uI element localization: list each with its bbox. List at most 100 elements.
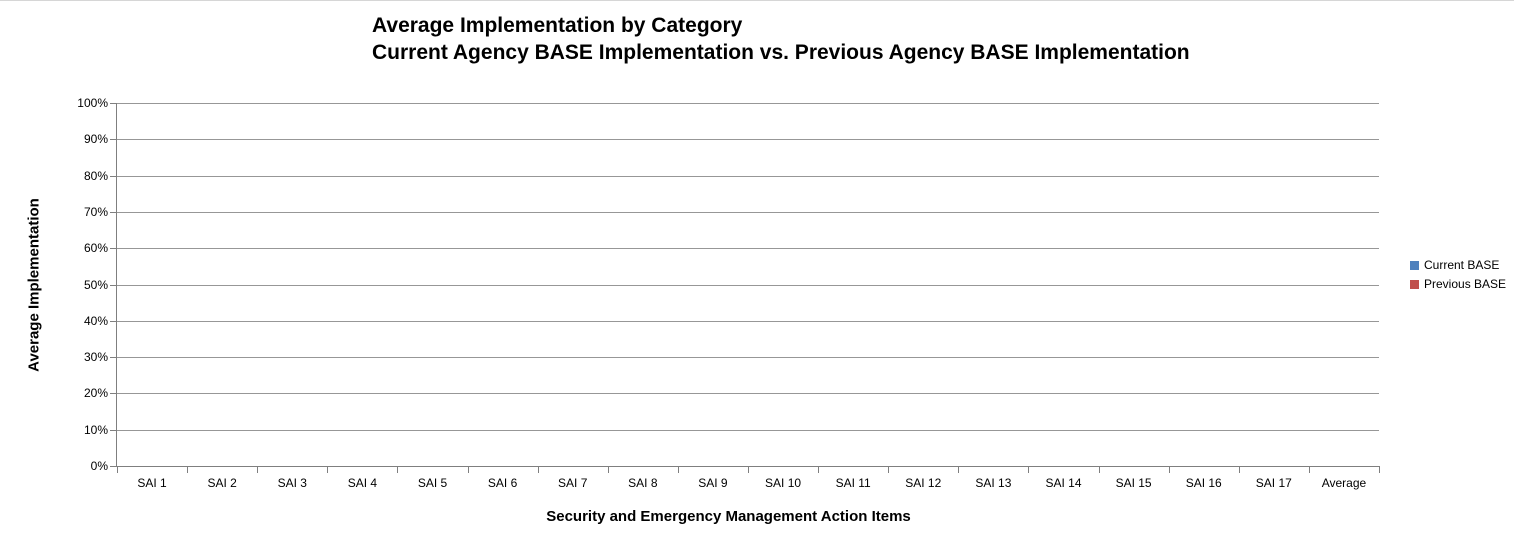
bar-slot xyxy=(608,103,678,466)
y-tick-label: 90% xyxy=(83,132,108,147)
x-category-label: SAI 17 xyxy=(1255,476,1292,490)
bar-slot xyxy=(678,103,748,466)
legend-item: Current BASE xyxy=(1410,258,1506,272)
x-axis-tick xyxy=(327,466,329,473)
bar-slot xyxy=(257,103,327,466)
chart-title-line1: Average Implementation by Category xyxy=(372,14,743,37)
chart-title: Average Implementation by Category Curre… xyxy=(372,12,1190,66)
bar-slot xyxy=(1239,103,1309,466)
x-axis-tick xyxy=(818,466,820,473)
x-category-label: SAI 2 xyxy=(207,476,237,490)
gridline xyxy=(117,284,1379,286)
x-axis-tick xyxy=(958,466,960,473)
y-axis-tick xyxy=(110,357,116,359)
y-tick-label: 0% xyxy=(90,459,108,473)
y-axis-tick xyxy=(110,211,116,213)
x-axis-tick xyxy=(187,466,189,473)
x-category-label: SAI 12 xyxy=(905,476,942,490)
gridline xyxy=(117,211,1379,213)
x-category-label: Average xyxy=(1321,476,1367,490)
x-axis-tick xyxy=(1028,466,1030,473)
x-axis-tick xyxy=(1168,466,1170,473)
gridline xyxy=(117,175,1379,177)
x-category-label: SAI 4 xyxy=(347,476,378,490)
y-tick-label: 100% xyxy=(77,96,108,110)
y-axis-title: Average Implementation xyxy=(25,198,43,372)
y-tick-label: 20% xyxy=(83,386,108,401)
y-tick-label: 30% xyxy=(83,350,108,365)
legend-label: Previous BASE xyxy=(1424,277,1507,291)
bar-slot xyxy=(818,103,888,466)
bar-slot xyxy=(397,103,467,466)
bar-slot xyxy=(958,103,1028,466)
chart-title-line2: Current Agency BASE Implementation vs. P… xyxy=(372,41,1190,64)
y-tick-label: 10% xyxy=(83,422,108,437)
x-category-label: SAI 15 xyxy=(1115,476,1152,490)
gridline xyxy=(117,429,1379,431)
gridline xyxy=(117,320,1379,322)
bar-slot xyxy=(117,103,187,466)
y-tick-label: 60% xyxy=(83,241,108,256)
x-category-label: SAI 6 xyxy=(487,476,518,490)
x-category-label: SAI 7 xyxy=(558,476,588,490)
gridline xyxy=(117,139,1379,141)
x-category-label: SAI 1 xyxy=(137,476,167,490)
y-tick-label: 70% xyxy=(83,204,108,219)
x-axis-tick xyxy=(117,466,118,473)
y-axis-tick xyxy=(110,175,116,177)
x-category-label: SAI 3 xyxy=(277,476,307,490)
y-axis-tick xyxy=(110,429,116,431)
bar-slot xyxy=(468,103,538,466)
x-category-label: SAI 13 xyxy=(975,476,1012,490)
x-category-label: SAI 14 xyxy=(1045,476,1082,490)
gridline xyxy=(117,103,1379,104)
x-category-label: SAI 11 xyxy=(835,476,871,490)
x-category-label: SAI 5 xyxy=(417,476,448,490)
y-axis-tick xyxy=(110,103,116,104)
gridline xyxy=(117,357,1379,359)
x-axis-tick xyxy=(1379,466,1380,473)
x-axis-tick xyxy=(467,466,469,473)
x-category-label: SAI 8 xyxy=(628,476,658,490)
x-category-label: SAI 10 xyxy=(765,476,802,490)
y-axis-tick xyxy=(110,139,116,141)
x-axis-tick xyxy=(888,466,890,473)
x-category-label: SAI 9 xyxy=(698,476,728,490)
x-axis-title: Security and Emergency Management Action… xyxy=(546,508,911,525)
x-axis-tick xyxy=(1308,466,1310,473)
bar-slot xyxy=(1099,103,1169,466)
bar-slot xyxy=(748,103,818,466)
x-axis-tick xyxy=(748,466,749,473)
legend: Current BASE Previous BASE xyxy=(1410,258,1506,296)
gridline xyxy=(117,248,1379,250)
legend-label: Current BASE xyxy=(1424,258,1500,272)
bar-slot xyxy=(327,103,397,466)
x-axis-tick xyxy=(257,466,259,473)
plot-area: 0% 10% 20% 30% 40% 50% 60% 70% 80% 90% 100% SAI 1 SA… xyxy=(77,96,1380,490)
x-axis-tick xyxy=(677,466,679,473)
x-axis-tick xyxy=(607,466,609,473)
x-axis-tick xyxy=(537,466,539,473)
bar-slot xyxy=(1169,103,1239,466)
x-axis-tick xyxy=(1238,466,1240,473)
legend-item: Previous BASE xyxy=(1410,277,1506,291)
y-tick-label: 50% xyxy=(83,277,108,292)
bar-slot xyxy=(538,103,608,466)
y-axis-tick xyxy=(110,466,116,467)
y-tick-label: 40% xyxy=(83,313,108,328)
x-axis-tick xyxy=(397,466,399,473)
x-axis-tick xyxy=(1098,466,1100,473)
legend-swatch-previous-base xyxy=(1410,279,1419,289)
y-axis-tick xyxy=(110,320,116,322)
y-tick-label: 80% xyxy=(83,168,108,183)
legend-swatch-current-base xyxy=(1410,260,1419,270)
bar-slot xyxy=(1309,103,1379,466)
y-axis-tick xyxy=(110,284,116,286)
y-axis-tick xyxy=(110,393,116,395)
bar-slot xyxy=(1028,103,1098,466)
bar-slot xyxy=(888,103,958,466)
gridline xyxy=(117,393,1379,395)
bar-slot xyxy=(187,103,257,466)
y-axis-tick xyxy=(110,248,116,250)
